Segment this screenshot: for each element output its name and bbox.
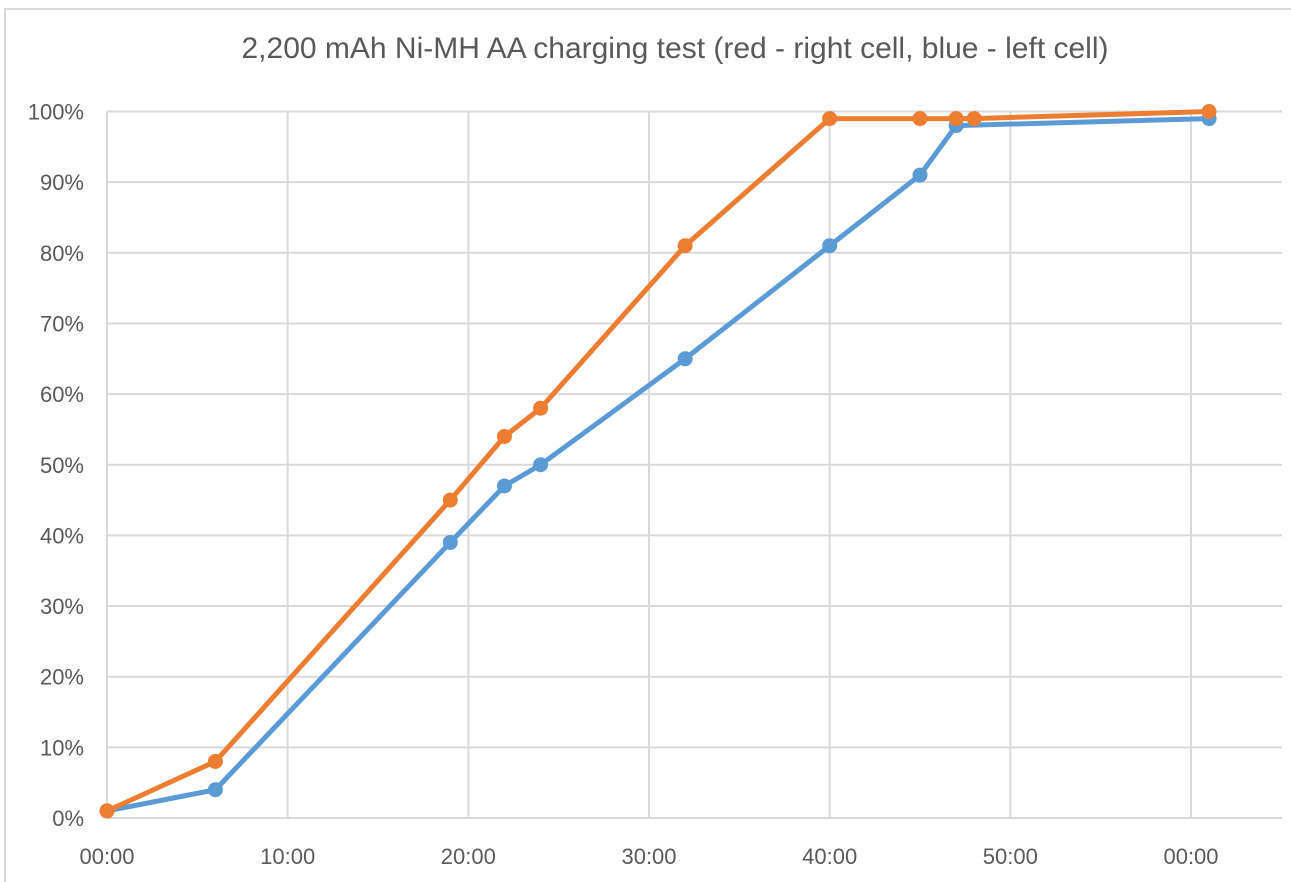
data-point <box>948 111 964 127</box>
data-point <box>533 400 549 416</box>
y-tick-label: 70% <box>40 311 84 336</box>
data-point <box>966 111 982 127</box>
series-line-right-cell <box>104 109 1212 814</box>
data-point <box>496 478 512 494</box>
x-tick-label: 50:00 <box>983 844 1038 869</box>
y-tick-label: 90% <box>40 170 84 195</box>
data-point <box>677 351 693 367</box>
y-tick-label: 50% <box>40 453 84 478</box>
chart-title: 2,200 mAh Ni-MH AA charging test (red - … <box>241 32 1109 65</box>
data-point <box>99 803 115 819</box>
data-point <box>822 111 838 127</box>
data-point <box>442 492 458 508</box>
data-point <box>496 428 512 444</box>
data-point <box>912 167 928 183</box>
x-tick-label: 30:00 <box>621 844 676 869</box>
data-point <box>677 238 693 254</box>
x-tick-label: 10:00 <box>260 844 315 869</box>
y-tick-label: 30% <box>40 594 84 619</box>
data-point <box>533 457 549 473</box>
data-point <box>442 534 458 550</box>
y-tick-label: 0% <box>52 806 84 831</box>
y-tick-label: 40% <box>40 523 84 548</box>
data-point <box>207 782 223 798</box>
y-tick-label: 20% <box>40 665 84 690</box>
data-point <box>207 753 223 769</box>
y-tick-label: 10% <box>40 735 84 760</box>
y-tick-label: 80% <box>40 241 84 266</box>
series-line-left-cell <box>104 116 1212 814</box>
y-tick-label: 100% <box>28 100 84 125</box>
chart-border <box>4 8 1291 882</box>
x-tick-label: 00:00 <box>79 844 134 869</box>
x-tick-label: 40:00 <box>802 844 857 869</box>
x-tick-label: 00:00 <box>1163 844 1218 869</box>
data-point <box>822 238 838 254</box>
data-point <box>1201 104 1217 119</box>
x-tick-label: 20:00 <box>441 844 496 869</box>
data-point <box>912 111 928 127</box>
y-tick-label: 60% <box>40 382 84 407</box>
